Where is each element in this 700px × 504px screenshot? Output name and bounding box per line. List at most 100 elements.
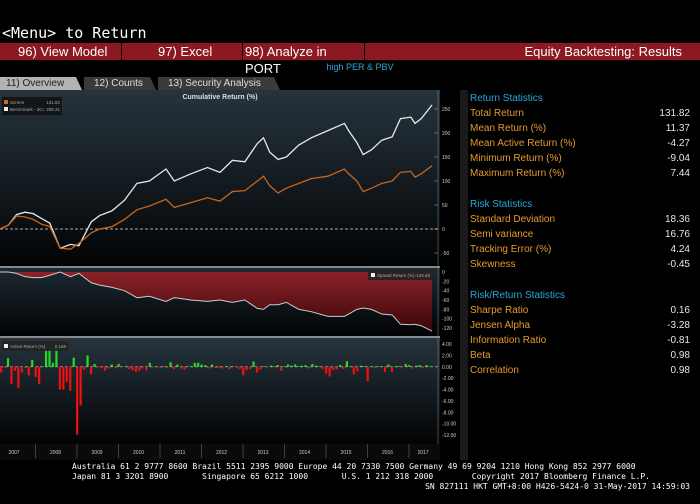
tab-security-analysis[interactable]: 13) Security Analysis bbox=[158, 77, 280, 90]
active-return-bar bbox=[76, 366, 79, 435]
stat-label: Total Return bbox=[470, 108, 524, 119]
active-return-bar bbox=[325, 366, 328, 374]
active-return-bar bbox=[6, 358, 10, 367]
stat-value: -0.45 bbox=[667, 259, 690, 270]
active-return-bar bbox=[217, 366, 221, 368]
active-return-bar bbox=[342, 366, 345, 370]
active-return-bar bbox=[262, 366, 266, 367]
active-return-bar bbox=[238, 366, 241, 370]
button-number: 97) bbox=[158, 44, 177, 59]
y-tick-label: 0 bbox=[442, 227, 445, 233]
active-return-bar bbox=[300, 365, 304, 367]
active-return-bar bbox=[145, 366, 148, 371]
active-return-bar bbox=[421, 366, 425, 368]
y-tick-label: -10.00 bbox=[442, 422, 456, 428]
tab-number: 12) bbox=[94, 78, 109, 89]
active-return-bar bbox=[127, 366, 131, 370]
active-return-bar bbox=[318, 366, 321, 367]
active-return-bar bbox=[273, 366, 276, 367]
active-return-bar bbox=[293, 364, 297, 367]
active-return-bar bbox=[408, 365, 411, 367]
active-return-bar bbox=[89, 366, 93, 375]
active-return-bar bbox=[259, 366, 262, 370]
stat-label: Mean Return (%) bbox=[470, 123, 547, 134]
y-tick-label: 250 bbox=[442, 107, 451, 113]
legend-benchmark: Benchmark - 3CI bbox=[10, 107, 44, 112]
active-return-bar bbox=[290, 365, 293, 367]
x-tick-label: 2017 bbox=[417, 450, 428, 456]
active-return-bar bbox=[304, 365, 307, 367]
active-return-bar bbox=[321, 366, 324, 370]
legend-box bbox=[2, 97, 62, 115]
stat-label: Sharpe Ratio bbox=[470, 305, 529, 316]
analyze-in-port-button[interactable]: 98) Analyze in PORT bbox=[243, 43, 365, 76]
stat-row: Correlation 0.98 bbox=[470, 363, 696, 378]
footer-line-2: Japan 81 3 3201 8900 Singapore 65 6212 1… bbox=[72, 472, 650, 481]
active-return-bar bbox=[314, 365, 317, 367]
active-return-bar bbox=[255, 366, 259, 373]
stat-row: Mean Active Return (%) -4.27 bbox=[470, 136, 696, 151]
x-tick-label: 2010 bbox=[133, 450, 144, 456]
section-header: Risk Statistics bbox=[470, 199, 533, 210]
command-line[interactable]: <Menu> to Return bbox=[2, 24, 147, 42]
footer-line-1: Australia 61 2 9777 8600 Brazil 5511 239… bbox=[72, 462, 636, 471]
active-return-bar bbox=[373, 366, 376, 368]
risk-statistics: Risk Statistics Standard Deviation 18.36 Se… bbox=[470, 197, 696, 272]
stat-label: Skewness bbox=[470, 259, 516, 270]
footer-contacts: Australia 61 2 9777 8600 Brazil 5511 239… bbox=[72, 462, 650, 482]
active-return-bar bbox=[34, 366, 37, 378]
active-return-bar bbox=[190, 366, 193, 367]
x-tick-label: 2013 bbox=[257, 450, 268, 456]
active-return-bar bbox=[117, 363, 120, 367]
active-return-bar bbox=[169, 362, 172, 367]
screen-title: Equity Backtesting: Results bbox=[524, 44, 682, 59]
button-label: Analyze in PORT bbox=[245, 44, 327, 76]
stat-value: 0.98 bbox=[670, 365, 690, 376]
active-return-bar bbox=[124, 366, 127, 367]
active-return-bar bbox=[110, 364, 113, 367]
stat-value: -3.28 bbox=[667, 320, 690, 331]
active-return-bar bbox=[345, 361, 349, 367]
active-return-bar bbox=[404, 363, 407, 367]
tab-counts[interactable]: 12) Counts bbox=[84, 77, 156, 90]
active-return-bar bbox=[401, 366, 404, 368]
active-return-bar bbox=[335, 366, 338, 370]
spread-area bbox=[0, 272, 433, 332]
active-return-bar bbox=[86, 355, 89, 367]
y-tick-label: -12.00 bbox=[442, 433, 456, 439]
active-return-bar bbox=[17, 366, 20, 388]
active-return-bar bbox=[193, 362, 196, 367]
stat-label: Beta bbox=[470, 350, 491, 361]
active-return-bar bbox=[411, 366, 414, 369]
active-return-bar bbox=[44, 349, 48, 367]
legend-swatch-active bbox=[4, 344, 8, 348]
active-return-bar bbox=[55, 348, 58, 367]
active-return-bar bbox=[65, 366, 68, 383]
active-return-bar bbox=[328, 366, 331, 377]
active-return-bar bbox=[242, 366, 245, 376]
stat-value: 0.98 bbox=[670, 350, 690, 361]
active-return-bar bbox=[356, 366, 359, 372]
active-return-bar bbox=[172, 366, 176, 370]
active-return-bar bbox=[41, 366, 44, 367]
stat-row: Total Return 131.82 bbox=[470, 106, 696, 121]
divider bbox=[0, 266, 440, 268]
chart-scrollbar[interactable] bbox=[460, 90, 468, 460]
y-tick-label: -60 bbox=[442, 298, 449, 304]
active-return-bar bbox=[131, 366, 134, 371]
excel-button[interactable]: 97) Excel bbox=[122, 43, 243, 60]
active-return-bar bbox=[338, 365, 342, 367]
legend-spread-value: -126.49 bbox=[415, 273, 431, 278]
active-return-bar bbox=[235, 366, 238, 368]
legend-box bbox=[2, 341, 68, 351]
spread-line bbox=[0, 271, 433, 332]
active-return-bar bbox=[383, 366, 387, 372]
active-return-bar bbox=[200, 364, 203, 367]
tab-overview[interactable]: 11) Overview bbox=[0, 77, 82, 90]
stat-value: -4.27 bbox=[667, 138, 690, 149]
active-return-bar bbox=[62, 366, 65, 390]
active-return-bar bbox=[121, 366, 124, 368]
view-model-button[interactable]: 96) View Model bbox=[0, 43, 122, 60]
toolbar: 96) View Model 97) Excel 98) Analyze in … bbox=[0, 43, 700, 76]
tab-label: Counts bbox=[111, 78, 143, 89]
